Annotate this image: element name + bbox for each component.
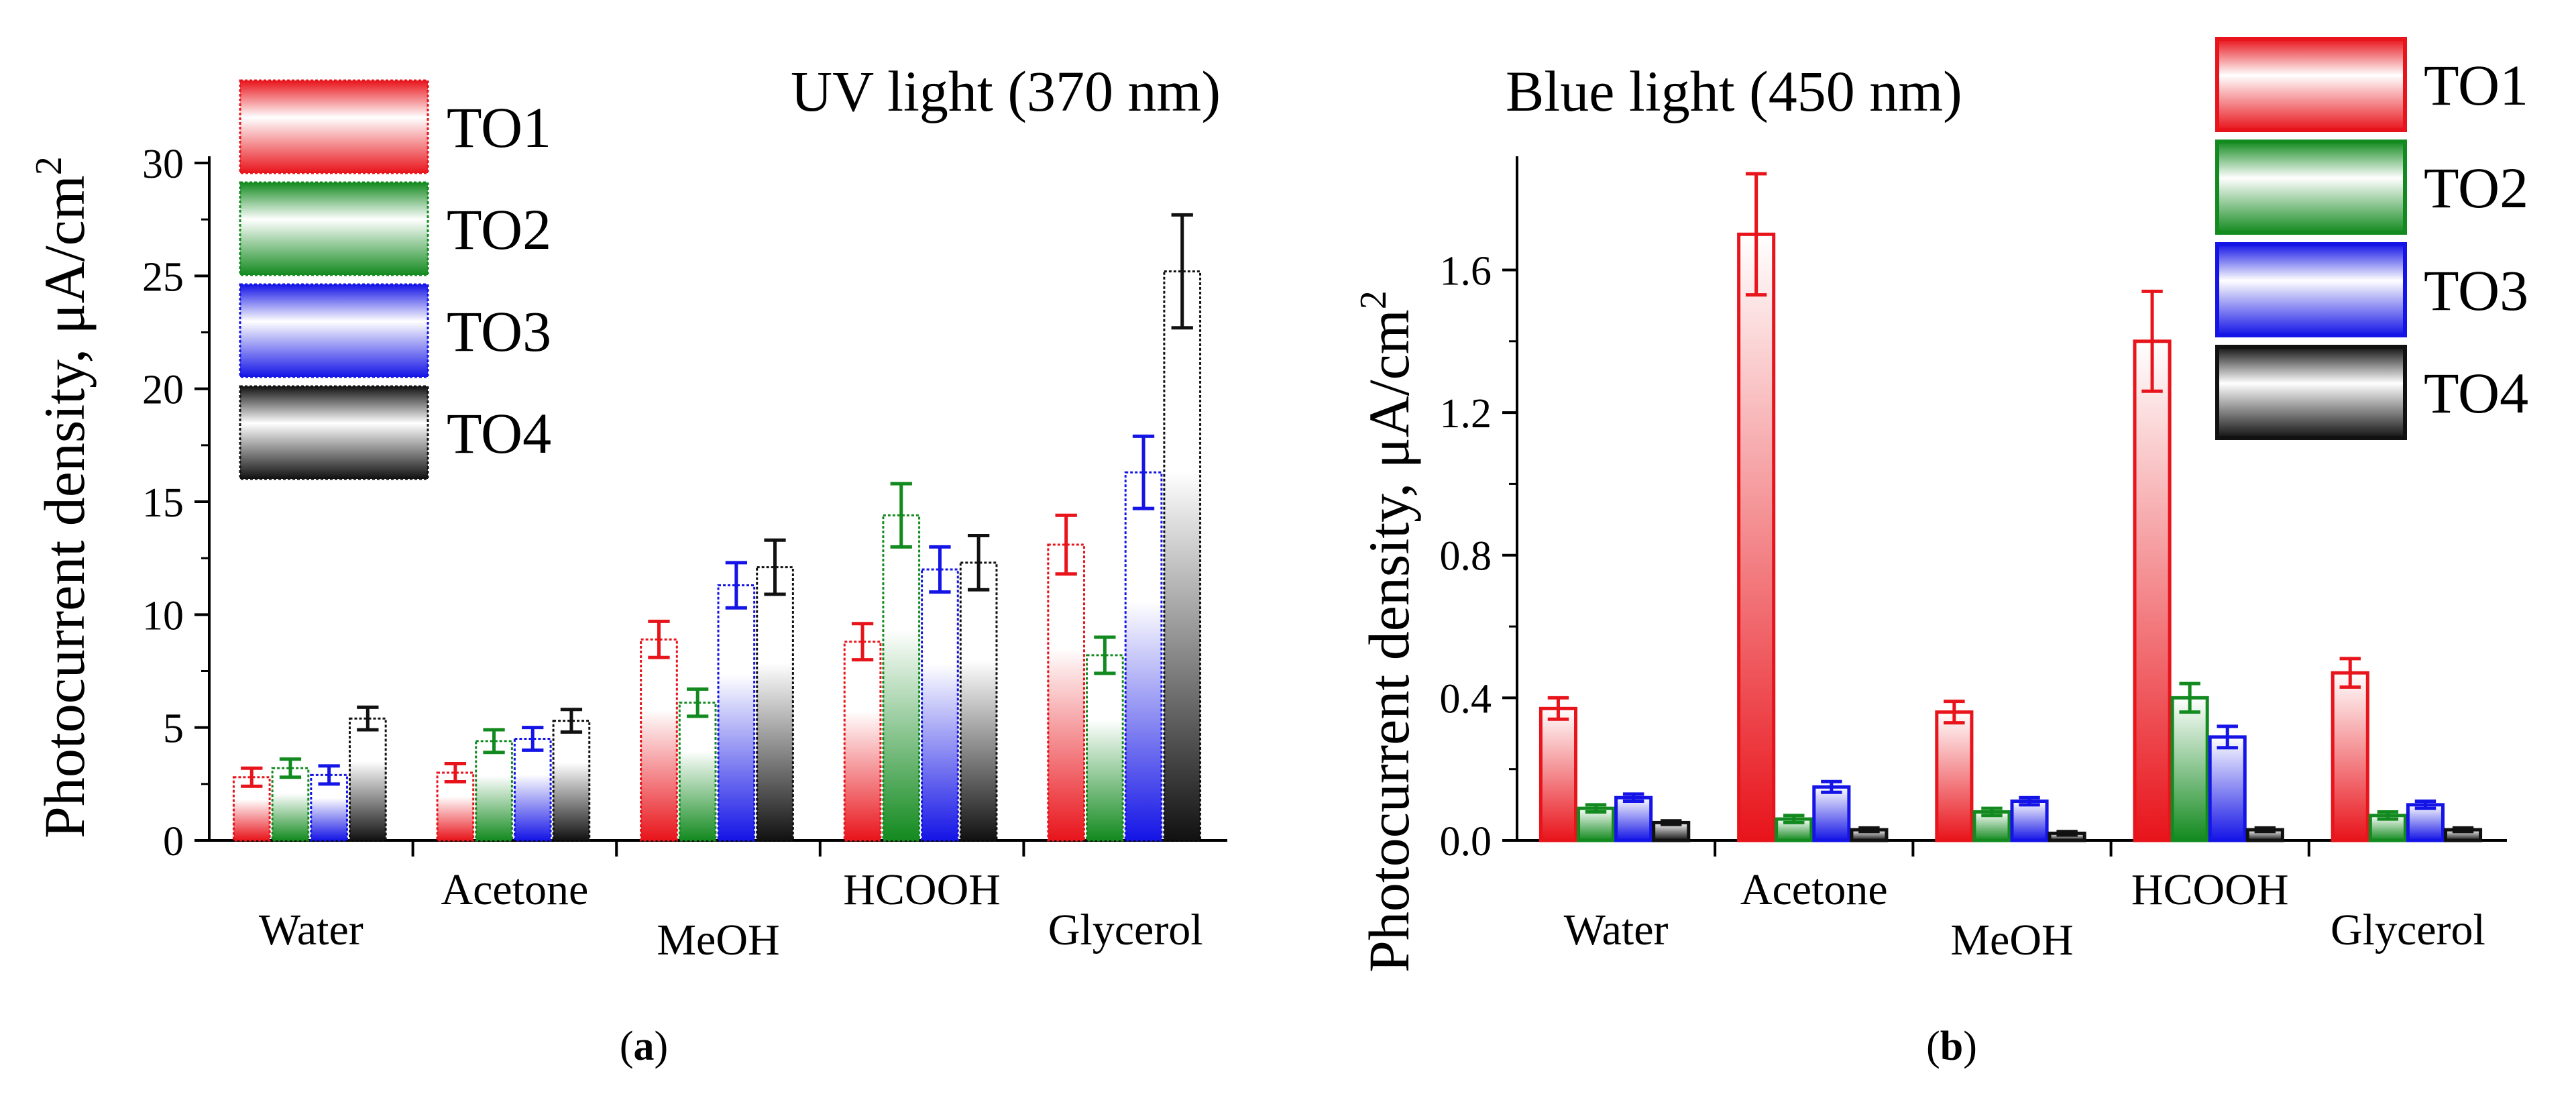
chart-a-ylabel-superscript: 2 — [28, 156, 70, 175]
bar-to1-acetone — [436, 771, 475, 842]
bar-to4-hcooh — [959, 561, 998, 842]
bar-to4-meoh — [756, 566, 794, 842]
bar-to3-hcooh — [2208, 735, 2247, 842]
x-tick-label-acetone: Acetone — [441, 865, 588, 914]
bar-to1-hcooh — [2133, 339, 2172, 842]
chart-a-ylabel-text: Photocurrent density, μA/cm — [32, 175, 97, 838]
bar-to2-hcooh — [2170, 696, 2209, 842]
bar-to3-water — [1614, 795, 1653, 842]
bar-to1-hcooh — [843, 641, 882, 842]
chart-a-ylabel: Photocurrent density, μA/cm2 — [28, 156, 97, 838]
legend-label-to1: TO1 — [447, 95, 551, 160]
chart-b-title: Blue light (450 nm) — [1506, 59, 1962, 123]
bar-to1-water — [1538, 706, 1578, 842]
bar-to3-acetone — [1812, 785, 1851, 842]
chart-a-plot-area: 0 5 10 15 20 25 30 Water Acetone MeOH HCOOH Glycero… — [142, 142, 1227, 965]
caption-b-close: ) — [1963, 1024, 1977, 1069]
legend-label-to3: TO3 — [2424, 258, 2528, 323]
y-tick-label: 30 — [142, 142, 184, 187]
x-tick-label-meoh: MeOH — [1950, 916, 2073, 965]
legend-swatch-to1 — [239, 79, 429, 174]
bar-to3-acetone — [513, 738, 552, 842]
bar-to2-hcooh — [882, 514, 921, 842]
y-tick-label: 0.8 — [1440, 534, 1492, 580]
bar-to1-acetone — [1737, 232, 1776, 842]
bar-to2-acetone — [475, 740, 513, 842]
caption-b-letter: b — [1940, 1024, 1964, 1069]
legend-label-to4: TO4 — [2424, 361, 2528, 425]
x-tick-label-water: Water — [1564, 905, 1669, 954]
caption-a-letter: a — [633, 1024, 655, 1069]
bar-to1-meoh — [1935, 710, 1974, 842]
legend-swatch-to2 — [2215, 140, 2407, 235]
bar-to4-glycerol — [1163, 270, 1202, 842]
y-tick-label: 0 — [163, 819, 184, 865]
legend-label-to2: TO2 — [447, 197, 551, 262]
y-tick-label: 1.2 — [1440, 391, 1492, 437]
y-tick-label: 1.6 — [1440, 248, 1492, 294]
legend-label-to4: TO4 — [447, 401, 551, 465]
legend-swatch-to1 — [2215, 37, 2407, 132]
chart-b-ylabel: Photocurrent density, μA/cm2 — [1353, 290, 1421, 973]
chart-b-ylabel-superscript: 2 — [1353, 290, 1394, 309]
bar-to3-glycerol — [1124, 471, 1163, 842]
y-tick-label: 5 — [163, 706, 184, 752]
bar-to3-water — [310, 773, 348, 842]
bar-to3-meoh — [2010, 800, 2049, 842]
x-tick-label-glycerol: Glycerol — [2331, 905, 2485, 954]
x-tick-label-meoh: MeOH — [657, 916, 779, 965]
panel-a-uv-chart: UV light (370 nm) Photocurrent density, … — [28, 59, 1227, 965]
bar-to2-glycerol — [1086, 654, 1124, 842]
bar-to1-glycerol — [2331, 671, 2369, 842]
chart-b-legend: TO1 TO2 TO3 TO4 — [2215, 37, 2528, 440]
y-tick-label: 0.0 — [1440, 819, 1492, 865]
bar-to3-glycerol — [2406, 803, 2445, 842]
x-tick-label-hcooh: HCOOH — [843, 865, 1001, 914]
legend-label-to3: TO3 — [447, 299, 551, 364]
y-tick-label: 25 — [142, 254, 184, 300]
bar-to2-water — [271, 767, 310, 842]
x-tick-label-acetone: Acetone — [1740, 865, 1888, 914]
bar-to3-meoh — [717, 584, 756, 842]
bar-to4-water — [348, 717, 387, 842]
x-tick-label-water: Water — [259, 905, 363, 954]
bar-to2-meoh — [678, 702, 717, 842]
bar-to4-water — [1652, 820, 1691, 842]
caption-a: (a) — [620, 1023, 668, 1070]
legend-label-to1: TO1 — [2424, 53, 2528, 117]
chart-b-plot-area: 0.0 0.4 0.8 1.2 1.6 Water Acetone MeOH HCOOH Glyc… — [1440, 156, 2507, 965]
caption-a-close: ) — [654, 1024, 669, 1069]
chart-a-legend: TO1 TO2 TO3 TO4 — [239, 79, 551, 480]
legend-swatch-to3 — [2215, 242, 2407, 337]
caption-a-open: ( — [619, 1024, 634, 1069]
panel-b-blue-chart: Blue light (450 nm) Photocurrent density… — [1353, 37, 2528, 973]
caption-b: (b) — [1926, 1023, 1977, 1070]
legend-label-to2: TO2 — [2424, 156, 2528, 220]
legend-swatch-to2 — [239, 181, 429, 276]
chart-b-ylabel-text: Photocurrent density, μA/cm — [1357, 309, 1421, 973]
legend-swatch-to4 — [2215, 345, 2407, 440]
bar-to4-acetone — [552, 720, 591, 842]
bar-to1-meoh — [640, 638, 678, 842]
caption-b-open: ( — [1926, 1024, 1940, 1069]
chart-a-title: UV light (370 nm) — [791, 59, 1221, 123]
x-tick-label-glycerol: Glycerol — [1048, 905, 1203, 954]
x-tick-label-hcooh: HCOOH — [2131, 865, 2289, 914]
legend-swatch-to4 — [239, 385, 429, 480]
legend-swatch-to3 — [239, 283, 429, 378]
y-tick-label: 15 — [142, 480, 184, 526]
y-tick-label: 10 — [142, 593, 184, 639]
bar-to3-hcooh — [921, 568, 959, 842]
bar-to1-glycerol — [1047, 543, 1086, 842]
y-tick-label: 20 — [142, 368, 184, 413]
y-tick-label: 0.4 — [1440, 676, 1492, 722]
